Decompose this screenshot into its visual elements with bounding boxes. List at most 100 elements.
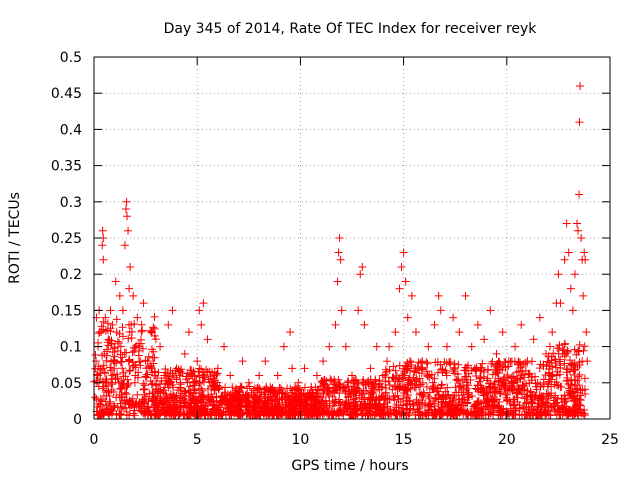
noise-point [393, 391, 402, 400]
noise-point [512, 368, 521, 377]
data-point [492, 349, 501, 358]
data-point [568, 306, 577, 315]
y-tick-label: 0.45 [51, 86, 82, 102]
noise-point [575, 340, 584, 349]
noise-point [228, 383, 237, 392]
noise-point [563, 346, 572, 355]
noise-point [277, 410, 286, 419]
noise-point [211, 376, 220, 385]
noise-point [465, 393, 474, 402]
noise-point [569, 396, 578, 405]
data-point [511, 342, 520, 351]
data-point [288, 364, 297, 373]
noise-point [547, 389, 556, 398]
noise-point [320, 380, 329, 389]
noise-point [458, 377, 467, 386]
data-point [560, 255, 569, 264]
noise-point [513, 375, 522, 384]
tick-labels: 0 0.05 0.1 0.15 0.2 0.25 0.3 0.35 0.4 0.45 0.5 0 5 10… [51, 50, 619, 448]
data-point [312, 371, 321, 380]
noise-point [545, 410, 554, 419]
noise-point [372, 408, 381, 417]
data-point [579, 291, 588, 300]
noise-point [375, 385, 384, 394]
data-point [535, 313, 544, 322]
noise-point [149, 394, 158, 403]
noise-point [412, 398, 421, 407]
noise-point [443, 383, 452, 392]
noise-point [580, 342, 589, 351]
noise-point [539, 375, 548, 384]
data-point [131, 371, 140, 380]
noise-point [366, 407, 375, 416]
data-point [570, 270, 579, 279]
noise-point [437, 380, 446, 389]
noise-point [103, 345, 112, 354]
data-point [127, 320, 136, 329]
data-point [542, 349, 551, 358]
noise-point [277, 388, 286, 397]
noise-point [430, 409, 439, 418]
noise-point [281, 390, 290, 399]
noise-point [124, 334, 133, 343]
noise-point [536, 407, 545, 416]
noise-point [551, 363, 560, 372]
noise-point [553, 344, 562, 353]
noise-point [236, 382, 245, 391]
noise-point [440, 357, 449, 366]
noise-point [550, 380, 559, 389]
data-point [575, 118, 584, 127]
noise-point [117, 357, 126, 366]
data-point [125, 284, 134, 293]
noise-point [166, 402, 175, 411]
noise-point [433, 387, 442, 396]
noise-point [543, 357, 552, 366]
noise-point [150, 312, 159, 321]
noise-point [106, 366, 115, 375]
noise-point [246, 410, 255, 419]
data-point [164, 320, 173, 329]
noise-point [526, 399, 535, 408]
noise-point [416, 358, 425, 367]
noise-point [229, 398, 238, 407]
noise-point [421, 409, 430, 418]
noise-point [414, 407, 423, 416]
noise-point [300, 383, 309, 392]
y-axis-label: ROTI / TECUs [7, 192, 23, 284]
data-point [523, 357, 532, 366]
noise-point [94, 362, 103, 371]
noise-point [545, 342, 554, 351]
noise-point [557, 404, 566, 413]
noise-point [391, 375, 400, 384]
noise-point [438, 368, 447, 377]
noise-point [404, 411, 413, 420]
noise-point [126, 366, 135, 375]
x-tick-label: 10 [291, 432, 309, 448]
noise-point [563, 347, 572, 356]
data-point [160, 371, 169, 380]
noise-point [375, 376, 384, 385]
noise-point [140, 381, 149, 390]
data-point [184, 328, 193, 337]
noise-point [156, 399, 165, 408]
data-point [261, 357, 270, 366]
noise-point [161, 380, 170, 389]
noise-point [352, 386, 361, 395]
data-point [195, 306, 204, 315]
data-point [203, 335, 212, 344]
noise-point [462, 409, 471, 418]
noise-point [141, 409, 150, 418]
noise-point [415, 374, 424, 383]
data-point [411, 328, 420, 337]
noise-point [341, 387, 350, 396]
noise-point [299, 401, 308, 410]
noise-point [146, 377, 155, 386]
data-point [115, 291, 124, 300]
noise-point [125, 403, 134, 412]
noise-point [194, 367, 203, 376]
data-point [436, 306, 445, 315]
noise-point [458, 398, 467, 407]
noise-point [438, 406, 447, 415]
noise-point [100, 405, 109, 414]
noise-point [423, 359, 432, 368]
